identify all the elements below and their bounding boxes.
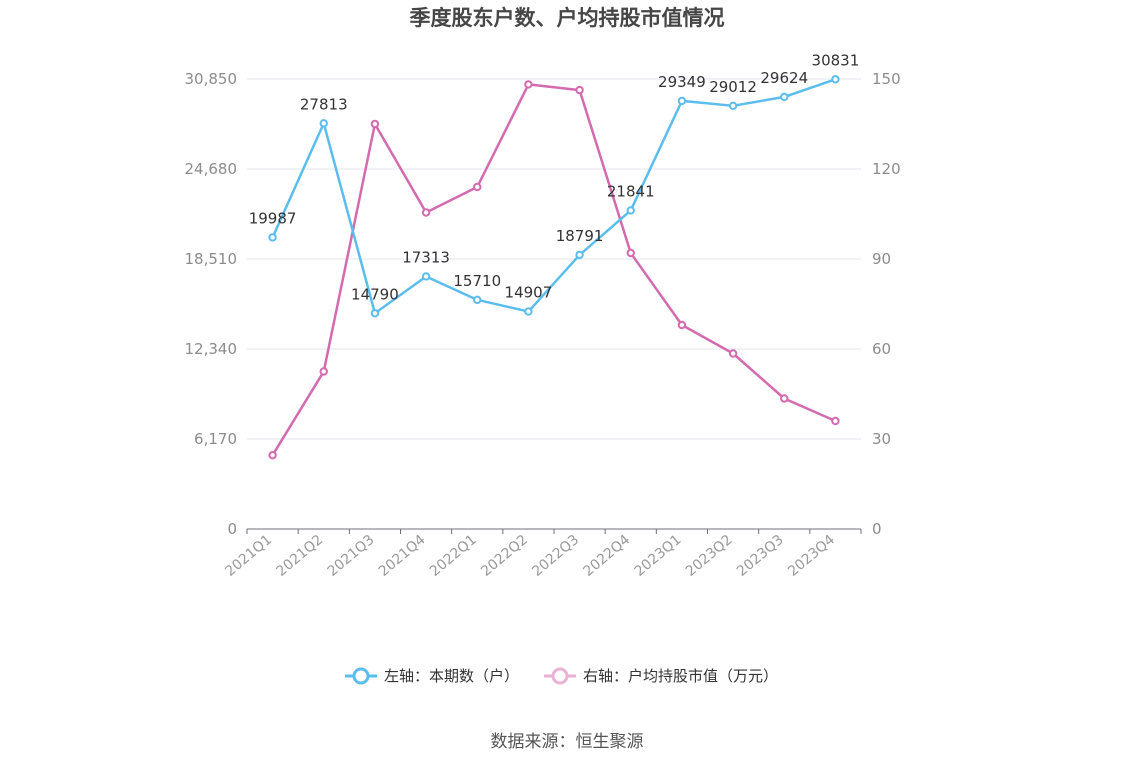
right-tick-label: 30: [872, 430, 891, 448]
data-point-right[interactable]: [728, 349, 738, 358]
data-point-right[interactable]: [626, 248, 635, 258]
data-label: 17313: [402, 248, 450, 266]
data-point-right[interactable]: [370, 119, 380, 129]
legend-label-right: 右轴：户均持股市值（万元）: [583, 667, 778, 685]
left-tick-label: 6,170: [194, 430, 237, 448]
x-tick-label: 2023Q3: [734, 532, 787, 580]
data-point-right[interactable]: [421, 208, 431, 217]
data-label: 29012: [709, 78, 757, 96]
x-tick-label: 2021Q3: [325, 532, 378, 580]
series-line-left: [271, 78, 836, 315]
data-point-left[interactable]: [524, 307, 533, 316]
legend[interactable]: 左轴：本期数（户） 右轴：户均持股市值（万元）: [345, 667, 778, 685]
left-tick-label: 18,510: [185, 250, 238, 268]
data-label: 29624: [760, 69, 808, 87]
data-point-right[interactable]: [319, 367, 328, 376]
data-label: 15710: [453, 272, 501, 290]
x-tick-label: 2022Q1: [427, 532, 480, 580]
data-point-left[interactable]: [268, 233, 277, 242]
data-label: 27813: [300, 95, 348, 113]
data-point-right[interactable]: [831, 416, 840, 426]
data-point-left[interactable]: [421, 272, 431, 281]
data-label: 14790: [351, 285, 399, 303]
right-tick-label: 150: [872, 70, 901, 88]
data-point-left[interactable]: [319, 119, 328, 128]
x-tick-label: 2022Q4: [580, 532, 633, 580]
data-label: 18791: [556, 227, 604, 245]
data-point-left[interactable]: [473, 295, 482, 305]
data-point-right[interactable]: [473, 182, 482, 192]
x-tick-label: 2023Q2: [683, 532, 736, 580]
right-tick-label: 120: [872, 160, 901, 178]
data-point-right[interactable]: [524, 80, 533, 89]
x-tick-label: 2022Q2: [478, 532, 531, 580]
series-right: [268, 80, 840, 460]
data-label: 19987: [249, 209, 297, 227]
data-point-left[interactable]: [626, 206, 635, 215]
left-tick-label: 24,680: [185, 160, 238, 178]
data-point-left[interactable]: [370, 309, 380, 318]
legend-marker-right: [551, 667, 569, 685]
right-tick-label: 90: [872, 250, 891, 268]
chart-title: 季度股东户数、户均持股市值情况: [410, 6, 725, 30]
x-tick-label: 2023Q4: [785, 532, 838, 580]
left-tick-label: 12,340: [185, 340, 238, 358]
data-point-right[interactable]: [575, 85, 584, 95]
data-label: 30831: [812, 51, 860, 69]
right-tick-label: 0: [872, 520, 882, 538]
data-point-left[interactable]: [677, 96, 687, 106]
legend-item-right[interactable]: 右轴：户均持股市值（万元）: [544, 667, 778, 685]
left-tick-label: 30,850: [185, 70, 238, 88]
data-point-left[interactable]: [831, 75, 840, 84]
legend-marker-left: [352, 667, 370, 685]
data-point-left[interactable]: [728, 101, 738, 111]
x-tick-label: 2021Q2: [273, 532, 326, 580]
right-tick-label: 60: [872, 340, 891, 358]
right-axis-ticks: 0 30 60 90 120 150: [872, 70, 901, 538]
data-point-left[interactable]: [780, 92, 789, 102]
x-tick-label: 2023Q1: [632, 532, 685, 580]
data-point-left[interactable]: [575, 250, 584, 260]
data-label: 29349: [658, 73, 706, 91]
legend-label-left: 左轴：本期数（户）: [384, 667, 519, 685]
data-point-right[interactable]: [677, 320, 687, 330]
series-line-right: [271, 83, 836, 456]
grid-lines: [247, 78, 861, 440]
x-tick-label: 2021Q1: [222, 532, 275, 580]
data-point-right[interactable]: [268, 451, 277, 460]
legend-item-left[interactable]: 左轴：本期数（户）: [345, 667, 519, 685]
source-note: 数据来源：恒生聚源: [491, 732, 644, 752]
data-label: 21841: [607, 182, 655, 200]
left-tick-label: 0: [227, 520, 237, 538]
x-axis: 2021Q12021Q22021Q32021Q42022Q12022Q22022…: [222, 528, 862, 580]
x-tick-label: 2021Q4: [376, 532, 429, 580]
data-point-right[interactable]: [780, 394, 789, 403]
data-label: 14907: [505, 284, 553, 302]
left-axis-ticks: 0 6,170 12,340 18,510 24,680 30,850: [185, 70, 238, 538]
x-tick-label: 2022Q3: [529, 532, 582, 580]
